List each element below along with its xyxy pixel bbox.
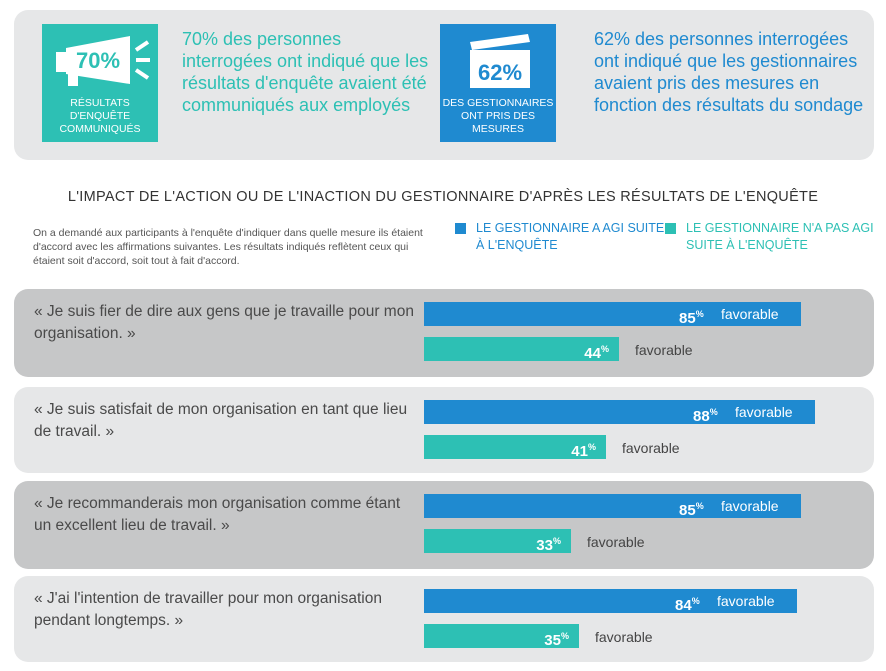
value-suffix: % xyxy=(600,344,609,354)
value-number: 33 xyxy=(536,537,553,554)
section-title: L'IMPACT DE L'ACTION OU DE L'INACTION DU… xyxy=(67,189,819,205)
category-label: « Je suis satisfait de mon organisation … xyxy=(34,401,408,440)
favorable-label: favorable xyxy=(735,404,793,420)
value-label: 44% xyxy=(584,340,609,363)
bar-acted: 85% favorable xyxy=(424,302,801,328)
value-suffix: % xyxy=(552,536,561,546)
bar-not-acted: 33% favorable xyxy=(424,529,645,555)
value-suffix: % xyxy=(691,596,700,606)
chart-row: « Je recommanderais mon organisation com… xyxy=(14,481,874,569)
favorable-label: favorable xyxy=(595,629,653,645)
stat2-value: 62% xyxy=(478,60,522,85)
bar-not-acted: 35% favorable xyxy=(424,624,653,650)
value-number: 85 xyxy=(679,310,696,327)
bar-acted: 88% favorable xyxy=(424,400,815,426)
category-label: « Je suis fier de dire aux gens que je t… xyxy=(34,303,414,342)
value-number: 84 xyxy=(675,597,692,614)
value-label: 88% xyxy=(693,403,718,426)
stat1-value: 70% xyxy=(76,48,120,73)
chart-row: « Je suis fier de dire aux gens que je t… xyxy=(14,289,874,377)
value-label: 41% xyxy=(571,438,596,461)
bar-acted: 85% favorable xyxy=(424,494,801,520)
stat1-text: 70% des personnes interrogées ont indiqu… xyxy=(182,29,429,115)
chart-row: « Je suis satisfait de mon organisation … xyxy=(14,387,874,473)
bar-not-acted: 44% favorable xyxy=(424,337,693,363)
value-suffix: % xyxy=(709,407,718,417)
category-label: « Je recommanderais mon organisation com… xyxy=(34,495,401,534)
value-suffix: % xyxy=(587,442,596,452)
favorable-label: favorable xyxy=(721,306,779,322)
favorable-label: favorable xyxy=(717,593,775,609)
actions-stat-box: 62% DES GESTIONNAIRES ONT PRIS DES MESUR… xyxy=(440,24,556,142)
chart-row: « J'ai l'intention de travailler pour mo… xyxy=(14,576,874,662)
bar-not-acted: 41% favorable xyxy=(424,435,680,461)
value-number: 88 xyxy=(693,408,710,425)
stat2-caption: DES GESTIONNAIRES ONT PRIS DES MESURES xyxy=(442,97,554,135)
value-number: 35 xyxy=(544,632,561,649)
legend-label-not-acted: LE GESTIONNAIRE N'A PAS AGI SUITE À L'EN… xyxy=(686,221,874,252)
value-number: 85 xyxy=(679,502,696,519)
legend-label-acted: LE GESTIONNAIRE A AGI SUITE À L'ENQUÊTE xyxy=(476,221,665,252)
legend-swatch-teal xyxy=(665,223,676,234)
value-suffix: % xyxy=(695,309,704,319)
favorable-label: favorable xyxy=(587,534,645,550)
value-label: 33% xyxy=(536,532,561,555)
value-label: 85% xyxy=(679,497,704,520)
value-suffix: % xyxy=(560,631,569,641)
megaphone-icon: 70% xyxy=(56,36,150,86)
favorable-label: favorable xyxy=(622,440,680,456)
bar-acted: 84% favorable xyxy=(424,589,797,615)
summary-panel: 70% RÉSULTATS D'ENQUÊTE COMMUNIQUÉS 70% … xyxy=(14,10,874,160)
favorable-label: favorable xyxy=(635,342,693,358)
stat1-caption: RÉSULTATS D'ENQUÊTE COMMUNIQUÉS xyxy=(59,97,141,135)
legend-swatch-blue xyxy=(455,223,466,234)
stat2-text: 62% des personnes interrogées ont indiqu… xyxy=(594,29,864,115)
value-label: 84% xyxy=(675,592,700,615)
category-label: « J'ai l'intention de travailler pour mo… xyxy=(34,590,382,629)
clapperboard-icon: 62% xyxy=(470,34,530,88)
value-label: 85% xyxy=(679,305,704,328)
value-label: 35% xyxy=(544,627,569,650)
value-number: 44 xyxy=(584,345,601,362)
intro-text: On a demandé aux participants à l'enquêt… xyxy=(33,227,423,267)
communicated-stat-box: 70% RÉSULTATS D'ENQUÊTE COMMUNIQUÉS xyxy=(42,24,158,142)
value-number: 41 xyxy=(571,443,588,460)
value-suffix: % xyxy=(695,501,704,511)
favorable-label: favorable xyxy=(721,498,779,514)
